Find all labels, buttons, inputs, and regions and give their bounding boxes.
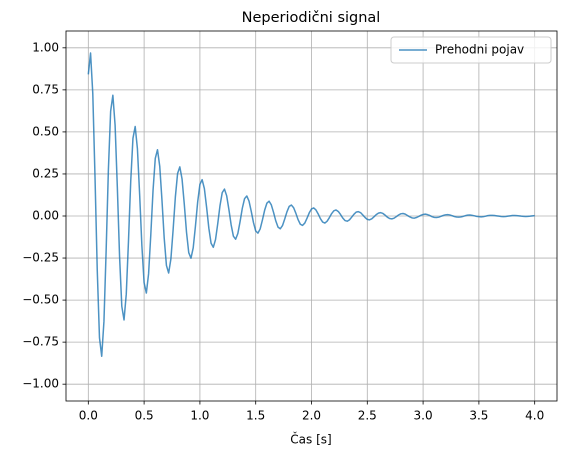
y-tick-label: 0.00 bbox=[32, 209, 59, 223]
y-tick-label: −1.00 bbox=[22, 377, 59, 391]
y-tick-label: −0.50 bbox=[22, 293, 59, 307]
legend-label: Prehodni pojav bbox=[435, 43, 524, 57]
plot-frame bbox=[65, 30, 558, 402]
x-tick-label: 0.5 bbox=[135, 409, 154, 423]
chart-title: Neperiodični signal bbox=[242, 10, 381, 26]
x-tick-label: 0.0 bbox=[79, 409, 98, 423]
x-tick-label: 1.0 bbox=[190, 409, 209, 423]
x-axis-label: Čas [s] bbox=[290, 432, 331, 447]
y-tick-label: 0.75 bbox=[32, 82, 59, 96]
y-tick-label: −0.75 bbox=[22, 335, 59, 349]
legend: Prehodni pojav bbox=[390, 36, 552, 64]
y-tick-label: 0.50 bbox=[32, 124, 59, 138]
x-tick-label: 2.0 bbox=[302, 409, 321, 423]
x-tick-label: 3.0 bbox=[414, 409, 433, 423]
y-tick-label: −0.25 bbox=[22, 251, 59, 265]
line-series bbox=[87, 52, 535, 358]
x-tick-label: 2.5 bbox=[358, 409, 377, 423]
x-tick-label: 4.0 bbox=[525, 409, 544, 423]
legend-box bbox=[390, 36, 552, 64]
x-tick-label: 1.5 bbox=[246, 409, 265, 423]
y-tick-label: 0.25 bbox=[32, 166, 59, 180]
x-tick-label: 3.5 bbox=[469, 409, 488, 423]
y-tick-label: 1.00 bbox=[32, 40, 59, 54]
